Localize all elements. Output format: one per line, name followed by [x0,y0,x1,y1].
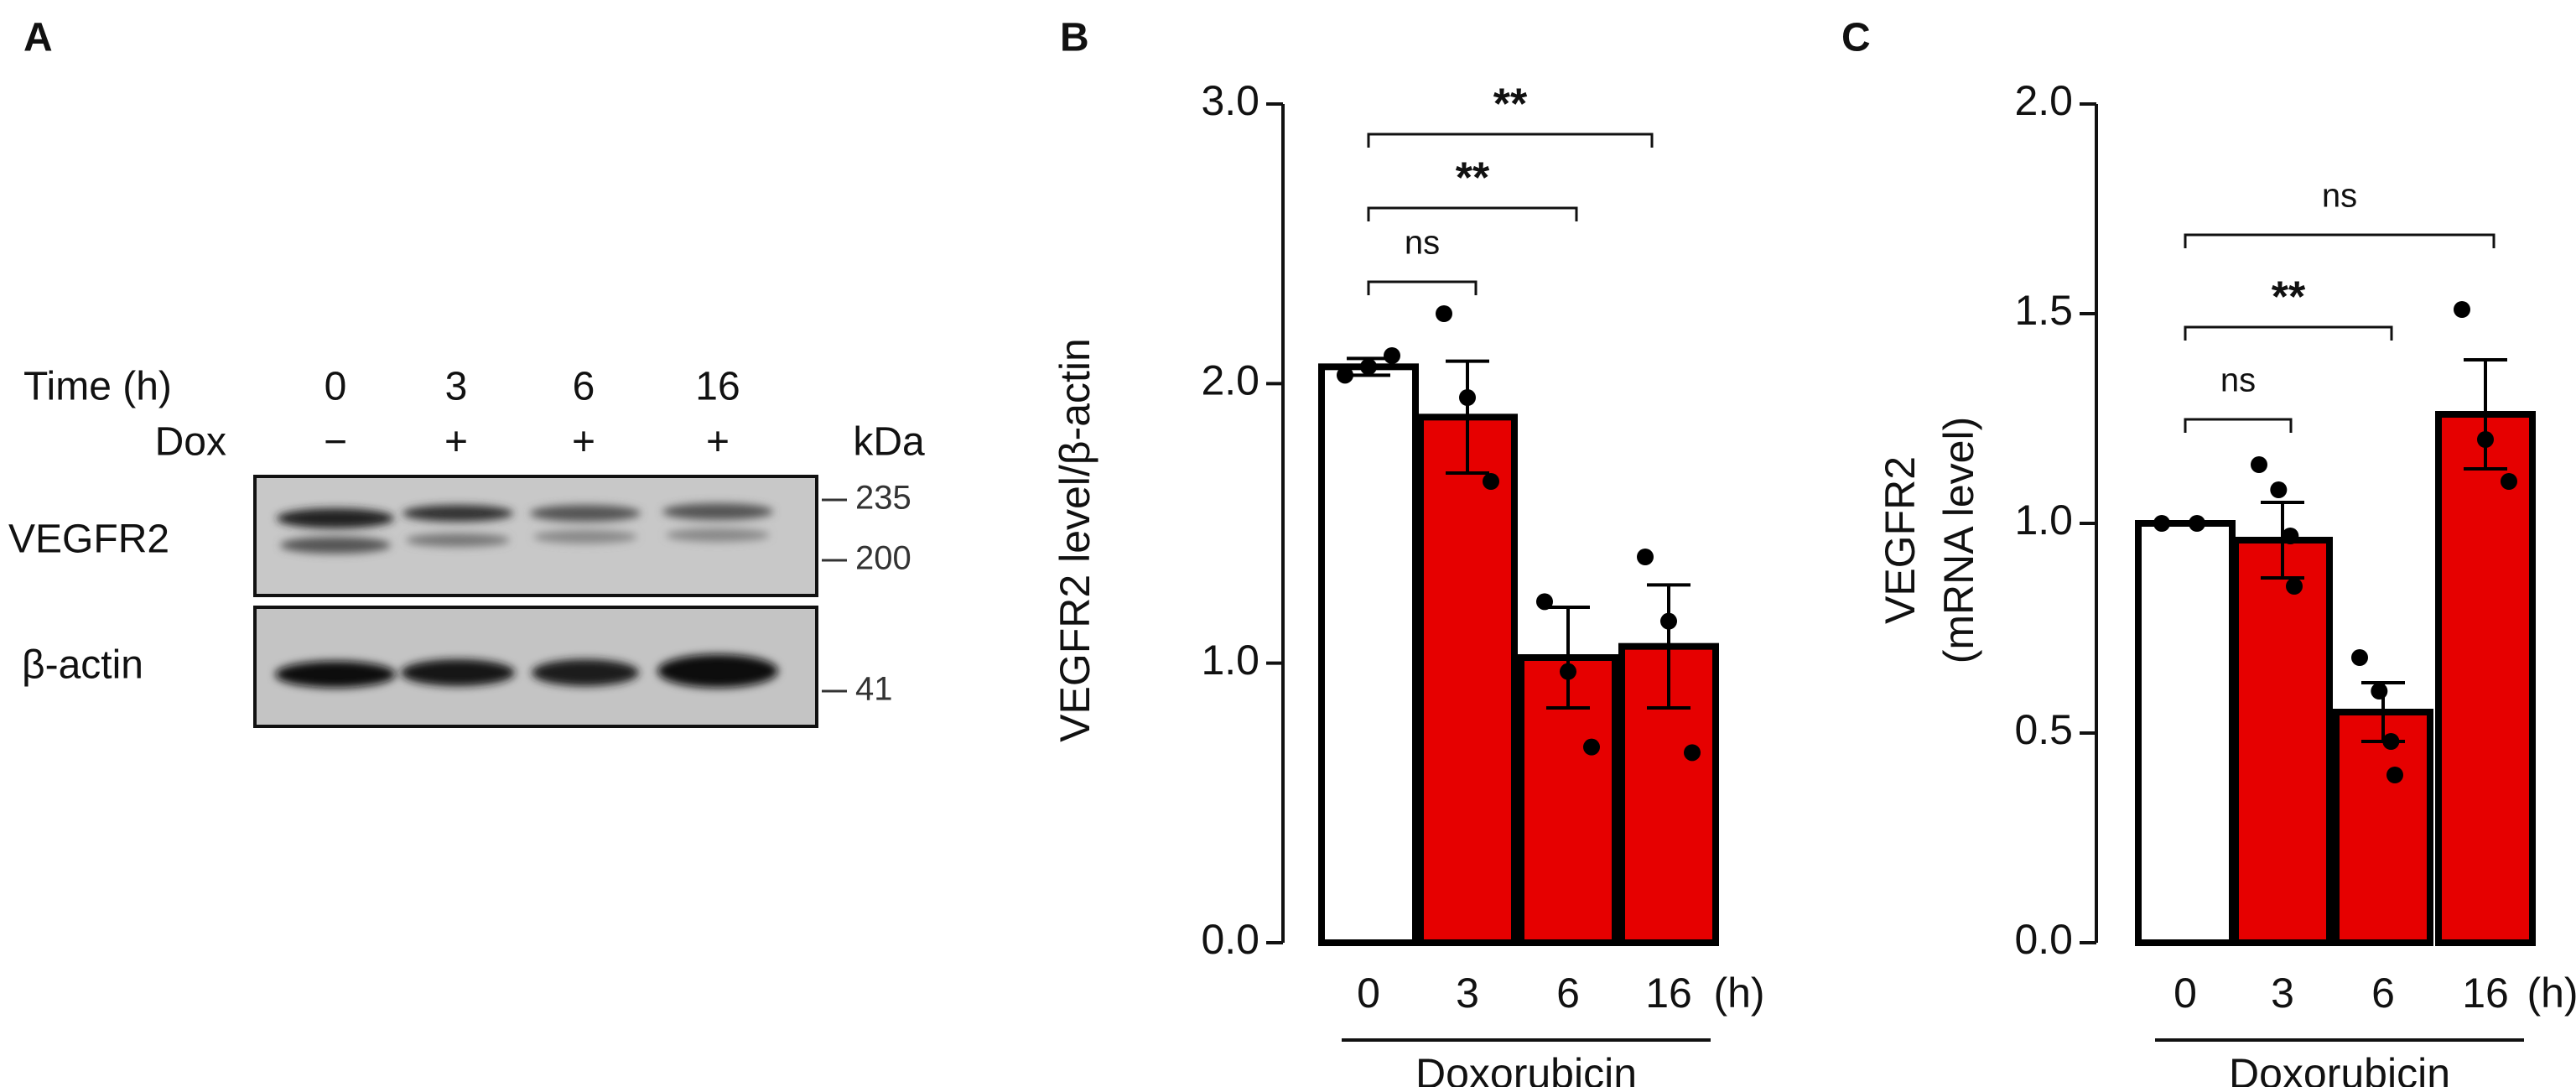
x-tick-label: 0 [2174,970,2197,1017]
data-point [2386,767,2403,783]
blot-row-label: β-actin [22,643,143,688]
data-point [2286,578,2303,595]
data-point [1583,738,1600,756]
data-point [1660,612,1677,630]
data-point [2153,515,2170,532]
data-point [2501,473,2517,490]
data-point [1360,358,1377,376]
error-bar [1647,583,1690,710]
significance-label: ** [1493,81,1528,129]
x-tick-label: 6 [2371,970,2395,1017]
bar [2333,709,2433,946]
data-point [2477,431,2494,448]
data-point [2282,528,2299,544]
bar [2232,537,2333,946]
x-tick-label: 3 [1456,970,1479,1017]
x-tick-label: 3 [2271,970,2294,1017]
significance-bracket [2184,325,2393,341]
y-tick-label: 1.5 [2014,287,2073,334]
group-label: Doxorubicin [2229,1050,2450,1087]
y-tick-label: 0.0 [2014,916,2073,963]
y-tick-label: 3.0 [1201,77,1259,124]
significance-label: ns [1405,225,1440,262]
lane-time: 0 [325,365,347,409]
x-tick-label: 16 [2462,970,2509,1017]
data-point [1337,367,1353,384]
significance-bracket [1367,280,1478,295]
error-bar [1546,606,1590,710]
data-point [1560,663,1576,680]
panel-label: C [1841,16,1871,60]
bar [1318,363,1419,947]
lane-time: 3 [445,365,468,409]
x-unit: (h) [2527,970,2576,1017]
y-tick-label: 2.0 [2014,77,2073,124]
x-unit: (h) [1713,970,1764,1017]
panel-label: B [1060,16,1089,60]
error-bar [2464,358,2507,471]
time-label: Time (h) [23,365,172,409]
y-tick-label: 0.0 [1201,916,1259,963]
y-axis-label: VEGFR2 level/β-actin [1052,338,1098,742]
data-point [2351,649,2368,666]
significance-bracket [2184,418,2293,433]
data-point [2454,301,2470,318]
blot-row-label: VEGFR2 [8,517,169,562]
data-point [1637,549,1654,565]
significance-bracket [1367,133,1654,148]
bar [2135,520,2236,946]
panel-label: A [23,16,53,60]
marker-label: 200 [855,540,911,577]
data-point [2270,481,2288,498]
data-point [2251,456,2267,473]
data-point [2189,515,2205,532]
y-tick-label: 1.0 [1201,637,1259,684]
lane-dox: + [706,420,730,465]
data-point [2371,683,2388,700]
lane-time: 16 [695,365,740,409]
kda-label: kDa [853,420,925,465]
significance-bracket [2184,233,2496,248]
data-point [1684,744,1701,762]
group-label: Doxorubicin [1415,1050,1637,1087]
significance-label: ** [1456,154,1490,203]
lane-dox: + [444,420,468,465]
significance-label: ns [2220,362,2256,399]
error-bar [1446,359,1489,475]
y-axis-label: (mRNA level) [1935,417,1982,663]
marker-label: 41 [855,671,893,708]
significance-label: ns [2322,178,2357,215]
data-point [1436,305,1452,322]
dox-label: Dox [155,420,226,465]
lane-dox: + [572,420,595,465]
data-point [1483,473,1499,490]
y-axis-label: VEGFR2 [1877,456,1924,624]
x-tick-label: 16 [1645,970,1692,1017]
marker-label: 235 [855,480,911,517]
y-tick-label: 2.0 [1201,357,1259,404]
x-tick-label: 6 [1556,970,1580,1017]
lane-dox: − [324,420,347,465]
data-point [2382,733,2400,750]
lane-time: 6 [573,365,595,409]
significance-bracket [1367,206,1578,221]
y-tick-label: 1.0 [2014,497,2073,544]
significance-label: ** [2272,273,2306,322]
x-tick-label: 0 [1357,970,1380,1017]
data-point [1459,389,1476,406]
data-point [1384,347,1400,364]
y-tick-label: 0.5 [2014,706,2073,753]
bar [1417,413,1518,947]
data-point [1536,593,1553,611]
bands [275,503,778,688]
bar [2435,411,2536,946]
error-bar [2261,501,2304,580]
